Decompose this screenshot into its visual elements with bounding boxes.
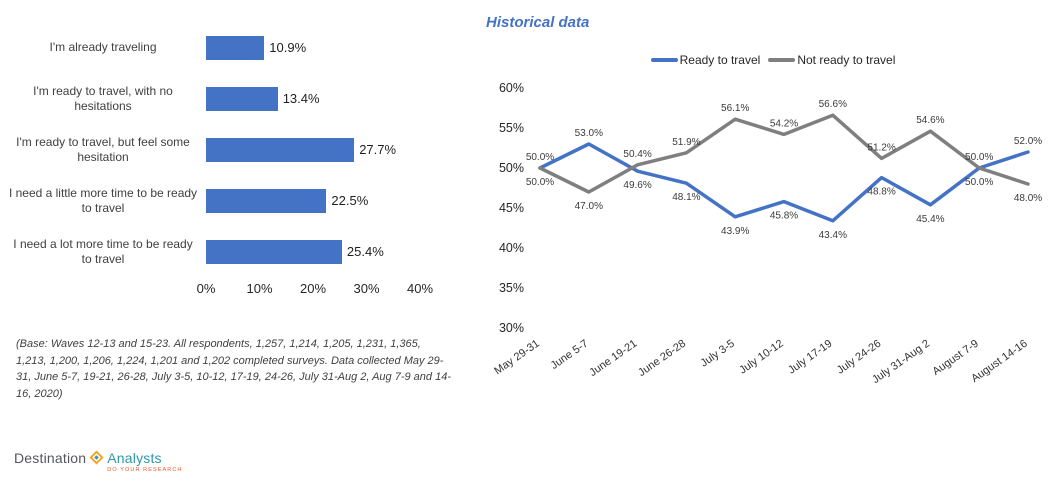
bar-track: 22.5% xyxy=(206,188,420,213)
x-axis-category-label: June 26-28 xyxy=(636,338,688,379)
diamond-logo-icon xyxy=(89,450,104,470)
data-label: 48.8% xyxy=(867,187,895,198)
x-axis-category-label: July 17-19 xyxy=(786,338,834,377)
y-axis-tick-label: 55% xyxy=(499,121,524,135)
line-series-ready-to-travel xyxy=(538,142,1030,223)
bar-value-label: 22.5% xyxy=(331,193,369,208)
bar-category-label: I'm ready to travel, with no hesitations xyxy=(33,83,173,113)
bar xyxy=(206,35,265,60)
legend-marker-icon xyxy=(650,58,678,62)
x-axis-category-label: June 19-21 xyxy=(587,338,639,379)
bar-value-label: 10.9% xyxy=(269,40,307,55)
data-label: 43.9% xyxy=(721,226,749,237)
bar-category-label: I need a lot more time to be ready to tr… xyxy=(13,236,193,266)
data-label: 50.0% xyxy=(526,177,554,188)
x-axis-tick-label: 0% xyxy=(196,281,216,296)
bar-track: 13.4% xyxy=(206,86,420,111)
x-axis-tick-label: 10% xyxy=(246,281,273,296)
bar-value-label: 25.4% xyxy=(346,244,384,259)
bar-row: I'm already traveling 10.9% xyxy=(8,22,458,73)
bar-category-label: I'm ready to travel, but feel some hesit… xyxy=(16,134,190,164)
legend-label: Ready to travel xyxy=(679,53,761,67)
logo-text-destination: Destination xyxy=(14,450,87,466)
y-axis-tick-label: 60% xyxy=(499,81,524,95)
legend-item: Ready to travel xyxy=(650,53,761,67)
chart-title: Historical data xyxy=(486,14,590,31)
bar-row: I need a little more time to be ready to… xyxy=(8,175,458,226)
data-label: 56.6% xyxy=(819,99,847,110)
line-chart-canvas: 60%55%50%45%40%35%30%May 29-31 June 5-7Ju… xyxy=(492,81,1042,386)
data-label: 43.4% xyxy=(819,230,847,241)
bar-row: I'm ready to travel, but feel some hesit… xyxy=(8,124,458,175)
bar-track: 27.7% xyxy=(206,137,420,162)
x-axis-category-label: July 24-26 xyxy=(835,338,883,377)
data-label: 48.0% xyxy=(1014,193,1042,204)
bar-row: I'm ready to travel, with no hesitations… xyxy=(8,73,458,124)
logo-right-column: Analysts DO YOUR RESEARCH xyxy=(107,450,182,473)
y-axis-tick-label: 40% xyxy=(499,241,524,255)
bar-chart-x-axis: 0% 10% 20% 30% 40% xyxy=(197,281,434,301)
base-footnote: (Base: Waves 12-13 and 15-23. All respon… xyxy=(16,338,451,400)
data-label: 50.0% xyxy=(965,177,993,188)
x-axis-tick-label: 40% xyxy=(406,281,434,296)
data-label: 48.1% xyxy=(672,192,700,203)
data-label: 50.0% xyxy=(526,152,554,163)
data-label: 56.1% xyxy=(721,103,749,114)
data-label: 54.2% xyxy=(770,118,798,129)
data-label: 49.6% xyxy=(623,180,651,191)
y-axis-tick-label: 30% xyxy=(499,321,524,335)
bar xyxy=(206,239,342,264)
legend-label: Not ready to travel xyxy=(797,53,896,67)
x-axis-category-label: June 5-7 xyxy=(549,338,591,372)
travel-readiness-bar-chart: I'm already traveling 10.9% I'm ready to t… xyxy=(8,22,458,301)
data-label: 47.0% xyxy=(575,201,603,212)
chart-legend: Ready to travel Not ready to travel xyxy=(480,53,1046,67)
logo-tagline: DO YOUR RESEARCH xyxy=(107,467,183,473)
bar-row: I need a lot more time to be ready to tr… xyxy=(8,226,458,277)
bar xyxy=(206,86,278,111)
bar-track: 10.9% xyxy=(206,35,420,60)
y-axis-tick-label: 50% xyxy=(499,161,524,175)
x-axis-category-label: July 10-12 xyxy=(737,338,785,377)
data-label: 45.8% xyxy=(770,211,798,222)
bar-chart-rows: I'm already traveling 10.9% I'm ready to t… xyxy=(8,22,458,277)
x-axis-tick-label: 20% xyxy=(299,281,327,296)
data-label: 52.0% xyxy=(1014,136,1042,147)
data-label: 53.0% xyxy=(575,128,603,139)
y-axis-tick-label: 35% xyxy=(499,281,524,295)
x-axis-category-label: July 3-5 xyxy=(698,338,736,370)
data-label: 51.9% xyxy=(672,137,700,148)
bar-category-label: I'm already traveling xyxy=(49,40,157,54)
line-series-not-ready-to-travel xyxy=(538,113,1030,194)
legend-marker-icon xyxy=(768,58,796,62)
x-axis-category-label: May 29-31 xyxy=(492,338,541,378)
bar-value-label: 13.4% xyxy=(282,91,320,106)
data-label: 54.6% xyxy=(916,115,944,126)
destination-analysts-logo: Destination Analysts DO YOUR RESEARCH xyxy=(14,450,183,473)
bar-category-label: I need a little more time to be ready to… xyxy=(8,185,198,215)
bar-value-label: 27.7% xyxy=(359,142,397,157)
historical-data-line-chart: Historical data Ready to travel Not ready… xyxy=(480,8,1046,403)
y-axis-tick-label: 45% xyxy=(499,201,524,215)
x-axis-tick-label: 30% xyxy=(353,281,380,296)
data-label: 45.4% xyxy=(916,214,944,225)
data-label: 50.4% xyxy=(623,149,651,160)
data-label: 51.2% xyxy=(867,142,895,153)
bar xyxy=(206,188,327,213)
logo-text-analysts: Analysts xyxy=(107,450,162,466)
legend-item: Not ready to travel xyxy=(768,53,895,67)
bar xyxy=(206,137,355,162)
bar-track: 25.4% xyxy=(206,239,420,264)
data-label: 50.0% xyxy=(965,152,993,163)
